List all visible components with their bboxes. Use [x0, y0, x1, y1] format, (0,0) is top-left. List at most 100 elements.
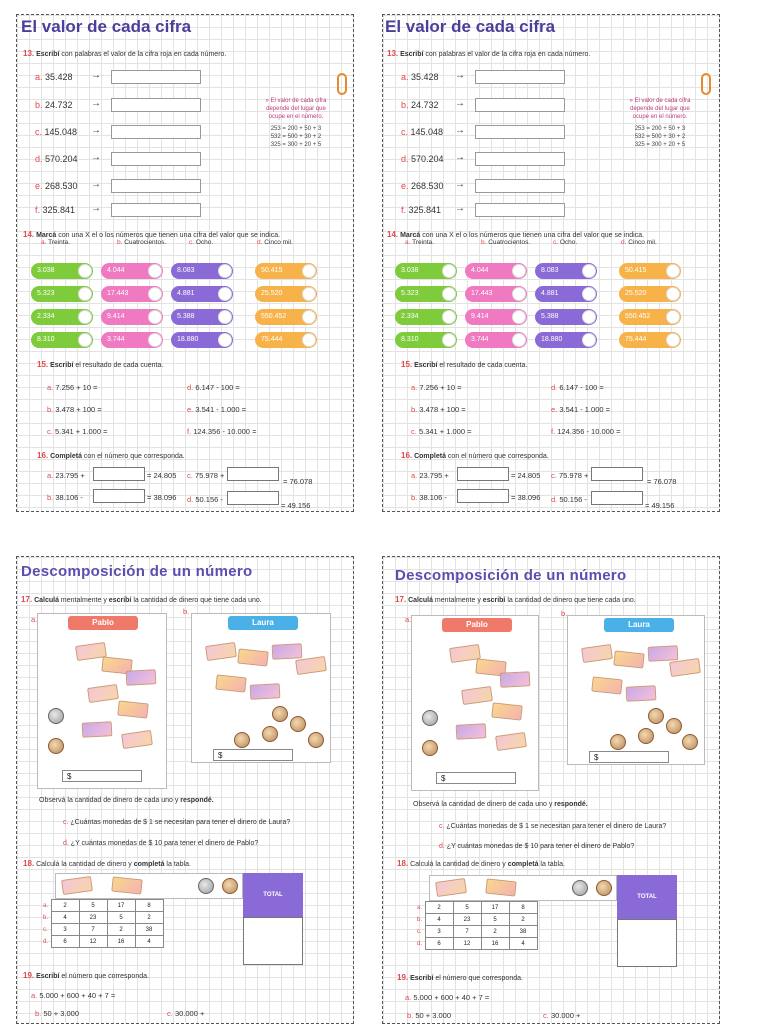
ex14-tile[interactable]: 25.520	[255, 286, 317, 302]
coin-icon	[272, 706, 288, 722]
coin-icon	[648, 708, 664, 724]
exercise-18-instruction: 18. Calculá la cantidad de dinero y comp…	[397, 859, 565, 868]
ex14-tile[interactable]: 8.083	[171, 263, 233, 279]
worksheet-page-descomposicion-left: Descomposición de un número 17. Calculá …	[16, 556, 354, 1024]
tip-note: » El valor de cada cifra depende del lug…	[265, 98, 327, 148]
ex14-tile[interactable]: 2.334	[395, 309, 457, 325]
ex13-answer-d[interactable]	[475, 152, 565, 166]
banknote-icon	[625, 685, 657, 702]
ex14-tile[interactable]: 8.083	[535, 263, 597, 279]
ex14-tile[interactable]: 17.443	[465, 286, 527, 302]
coin-icon	[48, 738, 64, 754]
ex14-tile[interactable]: 9.414	[465, 309, 527, 325]
ex16-answer-d[interactable]	[227, 491, 279, 505]
coin-icon	[198, 878, 214, 894]
laura-name-tag: Laura	[228, 616, 298, 630]
ex13-answer-c[interactable]	[111, 125, 201, 139]
ex13-item-b: b. 24.732	[35, 100, 73, 110]
ex14-tile[interactable]: 4.881	[171, 286, 233, 302]
ex16-item-b-right: = 38.096	[147, 493, 177, 502]
ex16-answer-c[interactable]	[227, 467, 279, 481]
ex14-tile[interactable]: 5.388	[535, 309, 597, 325]
ex14-tile[interactable]: 8.310	[395, 332, 457, 348]
coin-icon	[308, 732, 324, 748]
ex16-item-d-right: = 49.156	[645, 501, 675, 510]
ex14-tile[interactable]: 18.880	[171, 332, 233, 348]
laura-total-input[interactable]: $	[589, 751, 669, 763]
ex16-answer-a[interactable]	[93, 467, 145, 481]
ex13-answer-d[interactable]	[111, 152, 201, 166]
ex14-tile[interactable]: 4.044	[465, 263, 527, 279]
coin-icon	[234, 732, 250, 748]
pablo-name-tag: Pablo	[442, 618, 512, 632]
ex14-tile[interactable]: 18.880	[535, 332, 597, 348]
ex15-item-e: e. 3.541 - 1.000 =	[187, 405, 247, 414]
page-title: El valor de cada cifra	[385, 17, 556, 36]
ex14-tile[interactable]: 5.388	[171, 309, 233, 325]
ex14-tile[interactable]: 3.744	[101, 332, 163, 348]
ex14-tile[interactable]: 50.415	[619, 263, 681, 279]
ex14-tile[interactable]: 5.323	[395, 286, 457, 302]
ex14-tile[interactable]: 3.038	[395, 263, 457, 279]
ex13-answer-c[interactable]	[475, 125, 565, 139]
paperclip-icon	[701, 73, 711, 95]
banknote-icon	[87, 683, 119, 704]
ex15-item-b: b. 3.478 + 100 =	[47, 405, 102, 414]
ex16-item-b-left: b. 38.106 -	[411, 493, 447, 502]
ex13-answer-e[interactable]	[111, 179, 201, 193]
ex14-header-b: b. Cuatrocientos.	[481, 239, 531, 246]
banknote-icon	[295, 655, 327, 676]
table-row: b. 4 23 5 2	[43, 911, 164, 924]
ex13-answer-b[interactable]	[111, 98, 201, 112]
total-column-input[interactable]	[243, 917, 303, 965]
ex14-tile[interactable]: 9.414	[101, 309, 163, 325]
coin-icon	[262, 726, 278, 742]
ex16-answer-a[interactable]	[457, 467, 509, 481]
exercise-13-instruction: 13. Escribí con palabras el valor de la …	[387, 49, 591, 58]
ex14-tile[interactable]: 4.881	[535, 286, 597, 302]
ex14-tile[interactable]: 4.044	[101, 263, 163, 279]
banknote-icon	[111, 876, 143, 895]
ex19-item-b: b. 50 + 3.000	[407, 1011, 452, 1020]
ex14-tile[interactable]: 2.334	[31, 309, 93, 325]
ex13-answer-f[interactable]	[475, 203, 565, 217]
ex13-answer-a[interactable]	[475, 70, 565, 84]
ex14-tile[interactable]: 25.520	[619, 286, 681, 302]
coin-icon	[666, 718, 682, 734]
pablo-total-input[interactable]: $	[436, 772, 516, 784]
exercise-15-instruction: 15. Escribí el resultado de cada cuenta.	[401, 360, 528, 369]
exercise-16-instruction: 16. Completá con el número que correspon…	[37, 451, 185, 460]
ex14-tile[interactable]: 5.323	[31, 286, 93, 302]
arrow-right-icon: →	[91, 179, 101, 190]
total-header: TOTAL	[617, 875, 677, 919]
ex13-answer-f[interactable]	[111, 203, 201, 217]
exercise-14-instruction: 14. Marcá con una X el o los números que…	[23, 230, 281, 239]
banknote-icon	[499, 671, 531, 688]
ex16-answer-b[interactable]	[93, 489, 145, 503]
ex13-answer-b[interactable]	[475, 98, 565, 112]
ex16-answer-c[interactable]	[591, 467, 643, 481]
ex14-tile[interactable]: 50.415	[255, 263, 317, 279]
money-table: a. 2 5 17 8 b. 4 23 5 2 c. 3 7 2 38 d. 6 12 16 4	[43, 899, 164, 948]
ex14-tile[interactable]: 3.038	[31, 263, 93, 279]
table-row: b. 4 23 5 2	[417, 913, 538, 926]
ex14-tile[interactable]: 8.310	[31, 332, 93, 348]
worksheet-page-valor-left: El valor de cada cifra 13. Escribí con p…	[16, 14, 354, 512]
ex14-tile[interactable]: 550.452	[619, 309, 681, 325]
ex15-item-c: c. 5.341 + 1.000 =	[47, 427, 108, 436]
ex14-tile[interactable]: 17.443	[101, 286, 163, 302]
ex16-answer-b[interactable]	[457, 489, 509, 503]
pablo-total-input[interactable]: $	[62, 770, 142, 782]
ex14-tile[interactable]: 3.744	[465, 332, 527, 348]
ex15-item-e: e. 3.541 - 1.000 =	[551, 405, 611, 414]
exercise-17-instruction: 17. Calculá mentalmente y escribí la can…	[395, 595, 636, 604]
ex14-tile[interactable]: 550.452	[255, 309, 317, 325]
laura-total-input[interactable]: $	[213, 749, 293, 761]
total-column-input[interactable]	[617, 919, 677, 967]
ex14-tile[interactable]: 75.444	[619, 332, 681, 348]
ex16-answer-d[interactable]	[591, 491, 643, 505]
ex14-tile[interactable]: 75.444	[255, 332, 317, 348]
ex13-answer-e[interactable]	[475, 179, 565, 193]
ex13-answer-a[interactable]	[111, 70, 201, 84]
banknote-icon	[205, 641, 237, 662]
